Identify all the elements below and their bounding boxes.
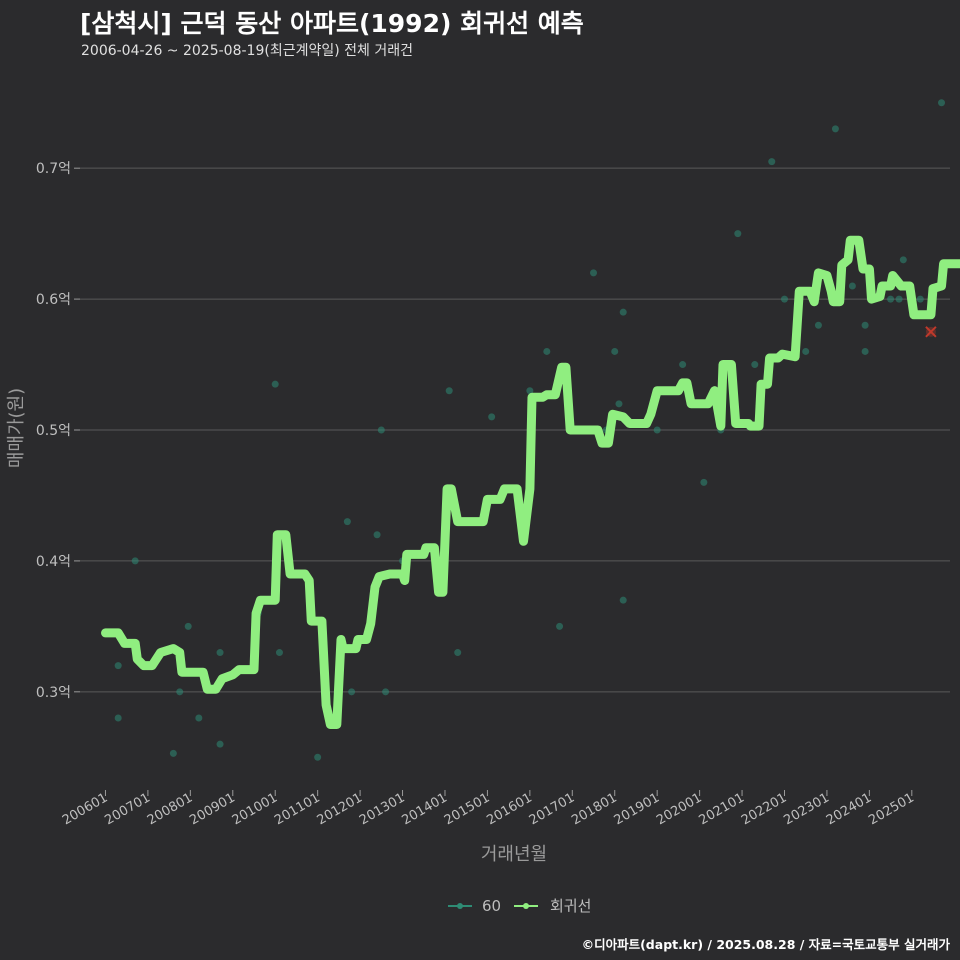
scatter-point [895,295,903,303]
x-tick-label: 201701 [527,790,577,828]
scatter-point [216,740,224,748]
x-tick-label: 201601 [484,790,534,828]
x-tick-label: 201901 [612,790,662,828]
x-tick-label: 202501 [866,790,916,828]
scatter-point [377,426,385,434]
scatter-point [169,749,177,757]
scatter-point [848,282,856,290]
x-tick-label: 200701 [102,790,152,828]
legend-swatch-dot-regression [523,903,529,909]
scatter-point [114,662,122,670]
x-tick-label: 201501 [442,790,492,828]
scatter-point [768,158,776,166]
scatter-point [831,125,839,133]
x-tick-label: 202201 [739,790,789,828]
scatter-point [615,400,623,408]
scatter-point [314,753,322,761]
x-tick-label: 202301 [781,790,831,828]
chart-subtitle: 2006-04-26 ~ 2025-08-19(최근계약일) 전체 거래건 [81,43,413,59]
legend-item-regression: 회귀선 [514,897,591,915]
x-tick-label: 202001 [654,790,704,828]
scatter-point [348,688,356,696]
legend: 60 회귀선 [448,897,591,915]
x-tick-label: 201301 [357,790,407,828]
scatter-point [619,308,627,316]
y-tick-label: 0.7억 [36,161,71,177]
scatter-point [590,269,598,277]
y-tick-label: 0.4억 [36,554,71,570]
scatter-point [382,688,390,696]
legend-label-regression: 회귀선 [550,897,591,915]
regression-line-series [101,235,960,729]
scatter-point [619,596,627,604]
scatter-point [899,256,907,264]
scatter-series-60 [114,99,946,761]
x-tick-label: 201801 [569,790,619,828]
scatter-point [131,557,139,565]
x-tick-label: 202401 [824,790,874,828]
scatter-point [814,321,822,329]
scatter-point [751,361,759,369]
scatter-point [216,649,224,657]
scatter-point [861,347,869,355]
scatter-point [556,622,564,630]
marker-x [925,326,937,338]
scatter-point [445,387,453,395]
scatter-point [454,649,462,657]
scatter-point [176,688,184,696]
y-axis: 0.3억 0.4억 0.5억 0.6억 0.7억 [36,161,80,701]
x-tick-label: 201101 [272,790,322,828]
y-axis-title: 매매가(원) [6,388,27,468]
scatter-point [275,649,283,657]
x-tick-label: 201401 [399,790,449,828]
scatter-point [488,413,496,421]
scatter-point [653,426,661,434]
scatter-point [195,714,203,722]
scatter-point [543,347,551,355]
legend-swatch-dot-60 [457,903,463,909]
scatter-point [887,295,895,303]
source-footer: ©디아파트(dapt.kr) / 2025.08.28 / 자료=국토교통부 실… [581,937,950,952]
scatter-point [916,295,924,303]
scatter-point [938,99,946,107]
x-axis-title: 거래년월 [481,844,547,865]
chart-title: [삼척시] 근덕 동산 아파트(1992) 회귀선 예측 [80,9,584,38]
scatter-point [802,347,810,355]
y-tick-label: 0.6억 [36,292,71,308]
legend-item-60: 60 [448,897,501,915]
grid-lines [80,167,950,693]
scatter-point [343,518,351,526]
scatter-point [734,230,742,238]
legend-label-60: 60 [482,897,501,915]
scatter-point [271,380,279,388]
regression-line [101,235,960,729]
x-tick-label: 202101 [697,790,747,828]
x-tick-label: 201201 [315,790,365,828]
scatter-point [861,321,869,329]
x-tick-label: 201001 [230,790,280,828]
scatter-point [780,295,788,303]
scatter-point [184,622,192,630]
x-tick-label: 200601 [60,790,110,828]
scatter-point [700,478,708,486]
scatter-point [114,714,122,722]
scatter-point [611,347,619,355]
x-axis: 2006012007012008012009012010012011012012… [60,790,917,828]
scatter-point [373,531,381,539]
x-tick-label: 200801 [145,790,195,828]
y-tick-label: 0.5억 [36,423,71,439]
scatter-point [526,387,534,395]
y-tick-label: 0.3억 [36,685,71,701]
scatter-point [679,361,687,369]
latest-trade-marker [925,326,937,338]
x-tick-label: 200901 [187,790,237,828]
